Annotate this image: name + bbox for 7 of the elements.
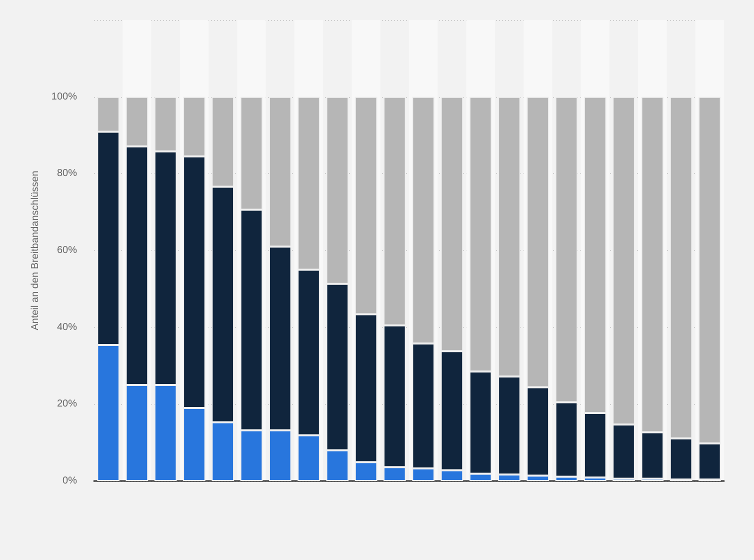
y-tick-label: 40% [56,322,78,333]
y-tick-label: 80% [56,168,78,180]
y-tick-label: 20% [56,398,78,410]
y-tick-label: 0% [62,476,78,486]
y-tick-label: 100% [51,91,78,102]
y-axis-title: Anteil an den Breitbandanschlüssen [30,170,42,330]
y-tick-label: 60% [56,245,78,256]
